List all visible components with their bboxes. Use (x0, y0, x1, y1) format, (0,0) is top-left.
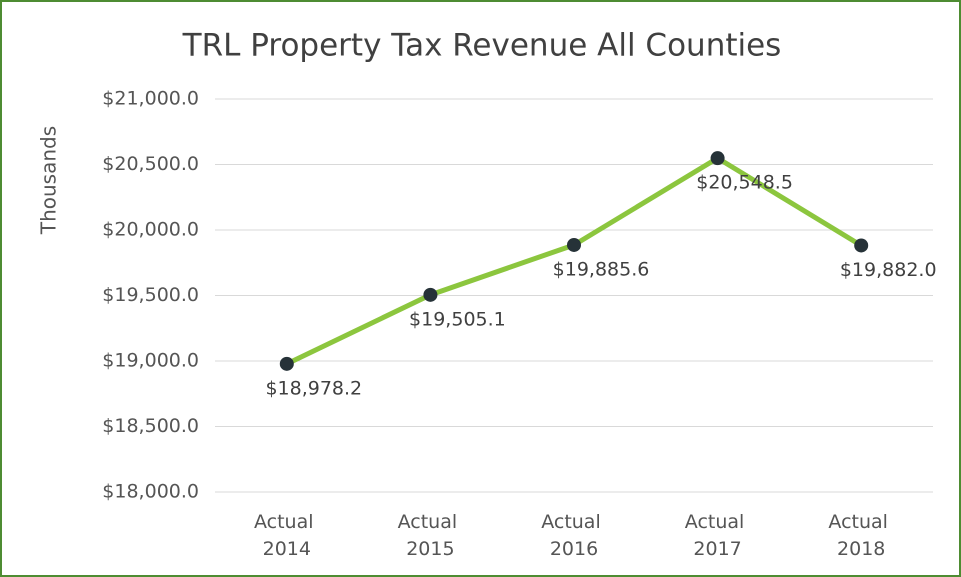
x-tick-label: Actual 2015 (398, 511, 464, 560)
data-label: $19,882.0 (840, 259, 937, 281)
x-tick-label: Actual 2016 (541, 511, 607, 560)
x-tick-label: Actual 2018 (828, 511, 894, 560)
data-point (854, 238, 869, 253)
y-tick-label: $19,000.0 (102, 350, 199, 372)
data-point (567, 237, 581, 252)
x-tick-label: Actual 2017 (685, 511, 751, 560)
y-axis-label: Thousands (37, 126, 61, 235)
data-label: $18,978.2 (265, 377, 362, 399)
y-tick-label: $19,500.0 (102, 284, 199, 306)
y-tick-label: $20,500.0 (102, 153, 199, 175)
data-point (279, 356, 294, 371)
data-label: $19,505.1 (409, 308, 506, 330)
data-point (710, 151, 725, 166)
chart-title: TRL Property Tax Revenue All Counties (182, 28, 782, 64)
y-tick-label: $20,000.0 (102, 219, 199, 241)
data-label: $20,548.5 (696, 172, 793, 194)
x-tick-label: Actual 2014 (254, 511, 320, 560)
y-tick-label: $18,000.0 (102, 481, 199, 503)
y-tick-label: $21,000.0 (102, 88, 199, 110)
y-tick-label: $18,500.0 (102, 415, 199, 437)
data-point (423, 287, 438, 302)
data-label: $19,885.6 (553, 258, 650, 280)
